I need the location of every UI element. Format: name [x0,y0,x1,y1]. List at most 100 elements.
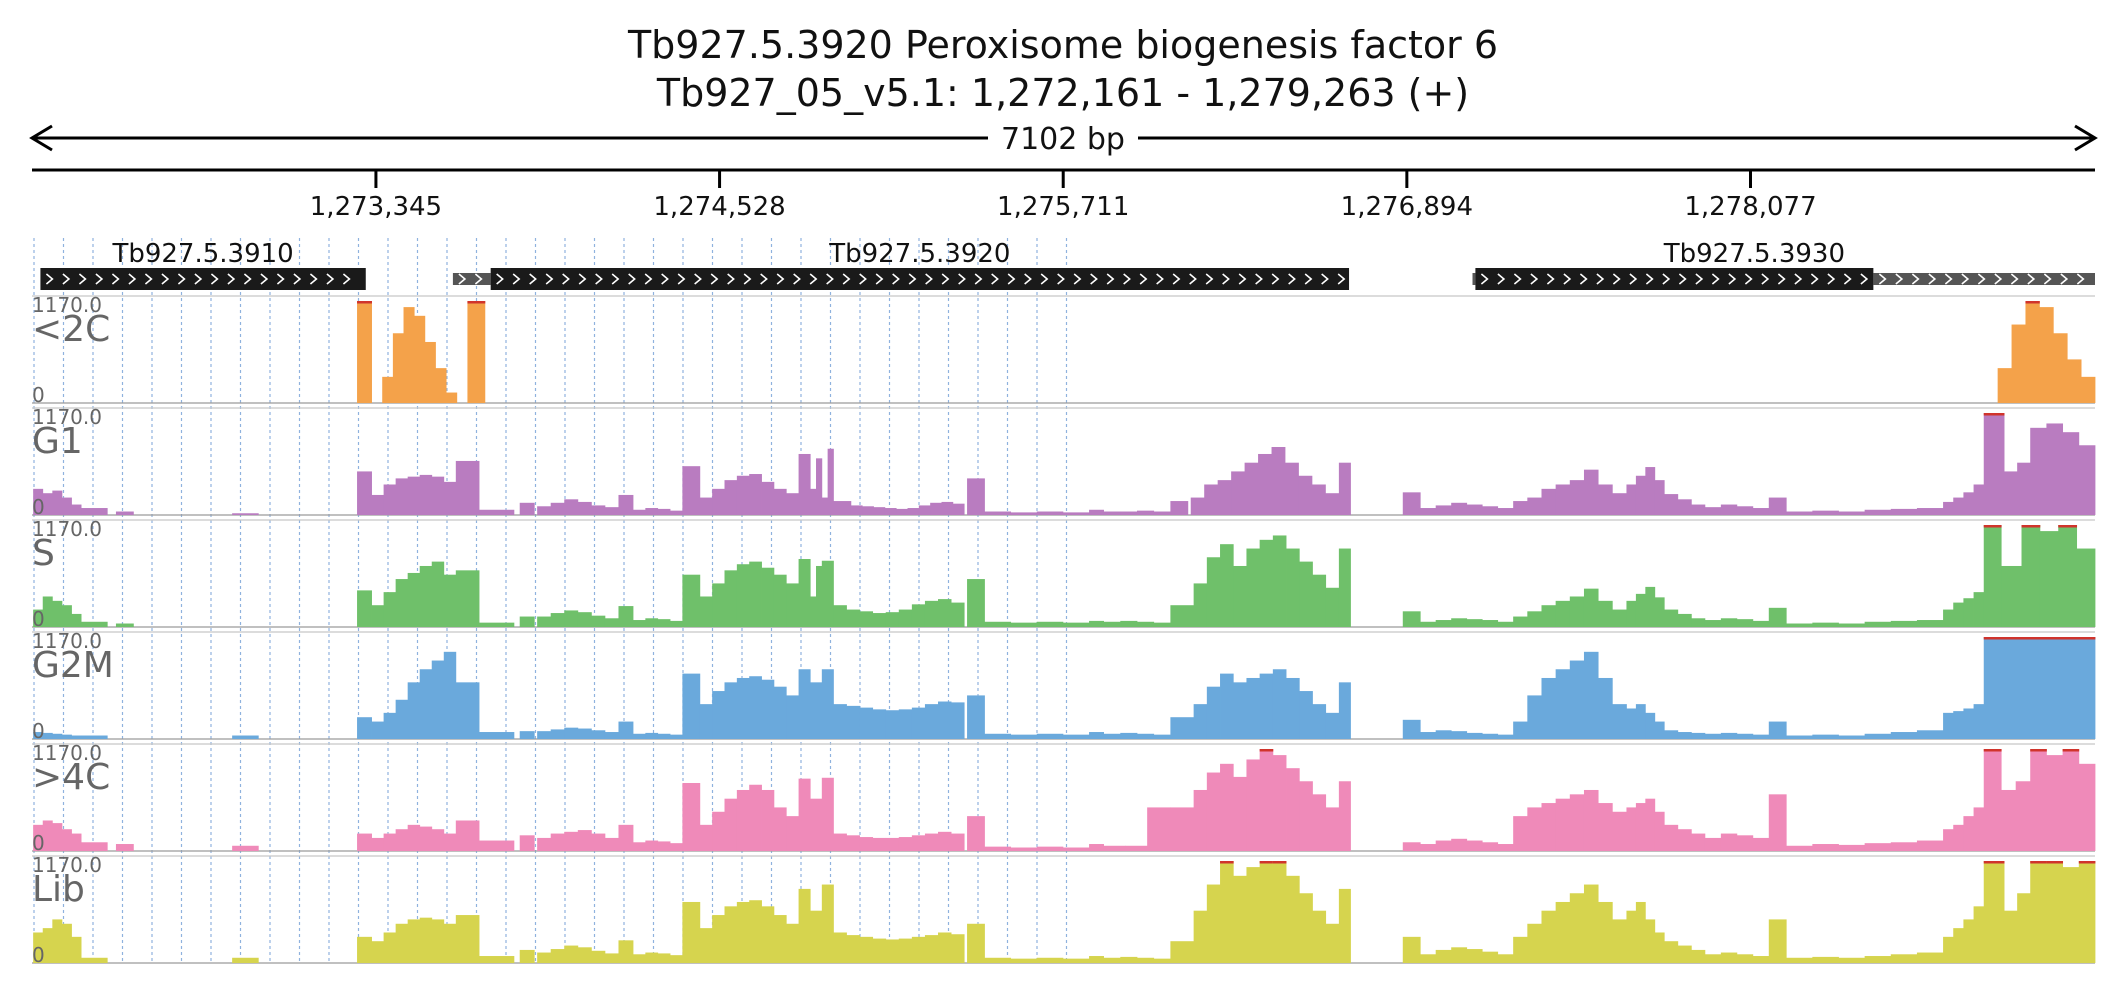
coverage-bar [833,704,847,739]
title-line-2: Tb927_05_v5.1: 1,272,161 - 1,279,263 (+) [656,71,1469,115]
coverage-bar [1272,755,1287,851]
coverage-bar [736,901,750,963]
coverage-bar [1136,957,1155,963]
coverage-bar [1103,621,1121,627]
track-label: >4C [32,757,110,798]
strand-arrow [177,273,186,285]
coverage-bar [81,621,108,627]
coverage-bar [761,906,775,963]
coverage-bar [2030,749,2047,851]
coverage-bar [872,837,887,851]
gene-label: Tb927.5.3920 [828,239,1010,269]
coverage-bar [443,923,457,963]
coverage-bar [938,701,952,739]
coverage-bar [550,949,565,963]
strand-arrow [595,273,603,285]
coverage-bar [1635,593,1646,627]
coverage-bar [42,493,53,515]
coverage-bar [1272,669,1287,739]
coverage-bar [577,947,592,963]
coverage-bar [1217,480,1232,515]
coverage-bar [1206,772,1221,851]
coverage-bar [1612,609,1627,627]
coverage-bar [519,731,535,739]
track-max-label: 1170.0 [32,405,102,429]
coverage-bar [1864,621,1892,627]
strand-arrow [1860,273,1869,285]
coverage-bar [1231,471,1246,515]
coverage-bar [1451,947,1468,963]
coverage-bar [419,474,433,515]
coverage-bar [2017,893,2031,963]
coverage-bar [682,673,701,739]
coverage-bar [577,612,592,627]
coverage-bar [1402,611,1421,627]
coverage-bar [1435,620,1452,627]
coverage-bar [455,460,480,515]
coverage-bar [1451,618,1468,627]
clipped-marker [1220,861,1234,864]
gridlines [33,238,1068,962]
coverage-bar [1089,620,1104,627]
coverage-bar [33,488,44,515]
coverage-bar [1916,508,1944,515]
strand-arrow [1480,273,1489,285]
coverage-bar [724,906,738,963]
coverage-bar [1704,733,1722,739]
coverage-bar [1953,602,1964,627]
clipped-marker [2030,749,2047,752]
coverage-bar [1598,901,1613,963]
coverage-bar [1120,620,1138,627]
coverage-bar [1062,622,1090,627]
track-min-label: 0 [32,383,45,407]
coverage-bar [115,623,134,627]
coverage-bar [1089,509,1104,515]
clipped-marker [1272,861,1287,864]
coverage-bar [1259,539,1274,627]
ruler-tick-label: 1,278,077 [1684,192,1816,222]
strand-arrow [309,273,318,285]
coverage-bar [1997,368,2012,403]
strand-arrow [743,273,752,285]
coverage-bar [61,497,72,515]
coverage-bar [1677,732,1692,739]
coverage-bar [2017,462,2031,515]
coverage-bar [1298,475,1313,515]
strand-arrow [144,273,153,285]
coverage-bar [357,471,372,515]
strand-arrow [1612,273,1621,285]
strand-arrow [859,273,867,285]
coverage-bar [872,613,887,627]
coverage-bar [1527,695,1542,739]
coverage-bar [232,735,259,739]
coverage-bar [682,466,701,515]
strand-arrow [2076,273,2085,285]
coverage-bar [1402,719,1421,739]
coverage-bar [821,669,834,739]
coverage-bar [859,707,874,739]
coverage-bar [431,476,445,515]
coverage-bar [1513,816,1528,851]
coverage-bar [395,478,409,515]
coverage-bar [773,574,787,627]
strand-arrow [1695,273,1704,285]
coverage-bar [1736,835,1754,851]
strand-arrow [1711,273,1720,285]
coverage-bar [392,333,404,403]
coverage-bar [2015,781,2031,851]
coverage-bar [1654,721,1665,739]
coverage-bar [1435,505,1452,515]
coverage-bar [1768,721,1787,739]
strand-arrow [227,273,236,285]
span-arrow-right-head [2074,124,2098,152]
coverage-bar [633,842,646,851]
coverage-bar [1311,484,1326,515]
coverage-bar [1312,794,1327,851]
coverage-bar [1838,735,1866,739]
coverage-bar [1963,708,1974,739]
strand-arrow [45,273,54,285]
coverage-bar [712,488,725,515]
coverage-bar [1206,557,1221,627]
